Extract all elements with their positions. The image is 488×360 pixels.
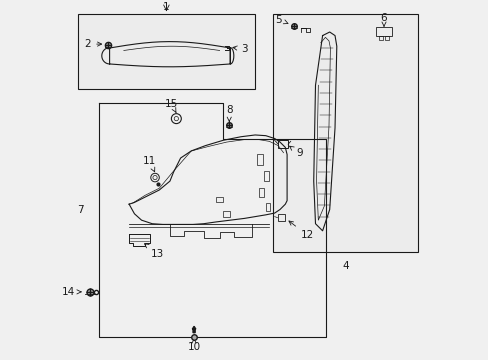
Bar bbox=[265, 203, 269, 211]
Text: 10: 10 bbox=[187, 339, 200, 352]
Text: 12: 12 bbox=[288, 221, 313, 240]
Bar bbox=[277, 215, 284, 221]
Text: 8: 8 bbox=[225, 105, 232, 121]
Text: 14: 14 bbox=[61, 287, 81, 297]
Bar bbox=[384, 36, 388, 40]
Text: 2: 2 bbox=[84, 39, 102, 49]
Text: 11: 11 bbox=[142, 156, 156, 172]
Text: 13: 13 bbox=[144, 244, 164, 258]
Bar bbox=[256, 154, 263, 165]
Text: 7: 7 bbox=[77, 204, 83, 215]
Text: 4: 4 bbox=[342, 261, 348, 271]
Text: 6: 6 bbox=[380, 13, 386, 26]
Bar bbox=[378, 36, 382, 40]
Bar bbox=[223, 211, 230, 217]
Text: 15: 15 bbox=[165, 99, 178, 112]
Text: 9: 9 bbox=[289, 146, 302, 158]
Bar bbox=[375, 27, 391, 36]
Text: 5: 5 bbox=[275, 15, 287, 24]
Bar bbox=[278, 140, 287, 148]
FancyArrow shape bbox=[192, 326, 196, 333]
Bar bbox=[264, 171, 268, 181]
Bar bbox=[78, 14, 255, 89]
Text: 3: 3 bbox=[232, 44, 247, 54]
Text: 1: 1 bbox=[163, 2, 169, 12]
Bar bbox=[216, 197, 223, 202]
Bar bbox=[258, 188, 264, 197]
Bar bbox=[272, 14, 418, 252]
